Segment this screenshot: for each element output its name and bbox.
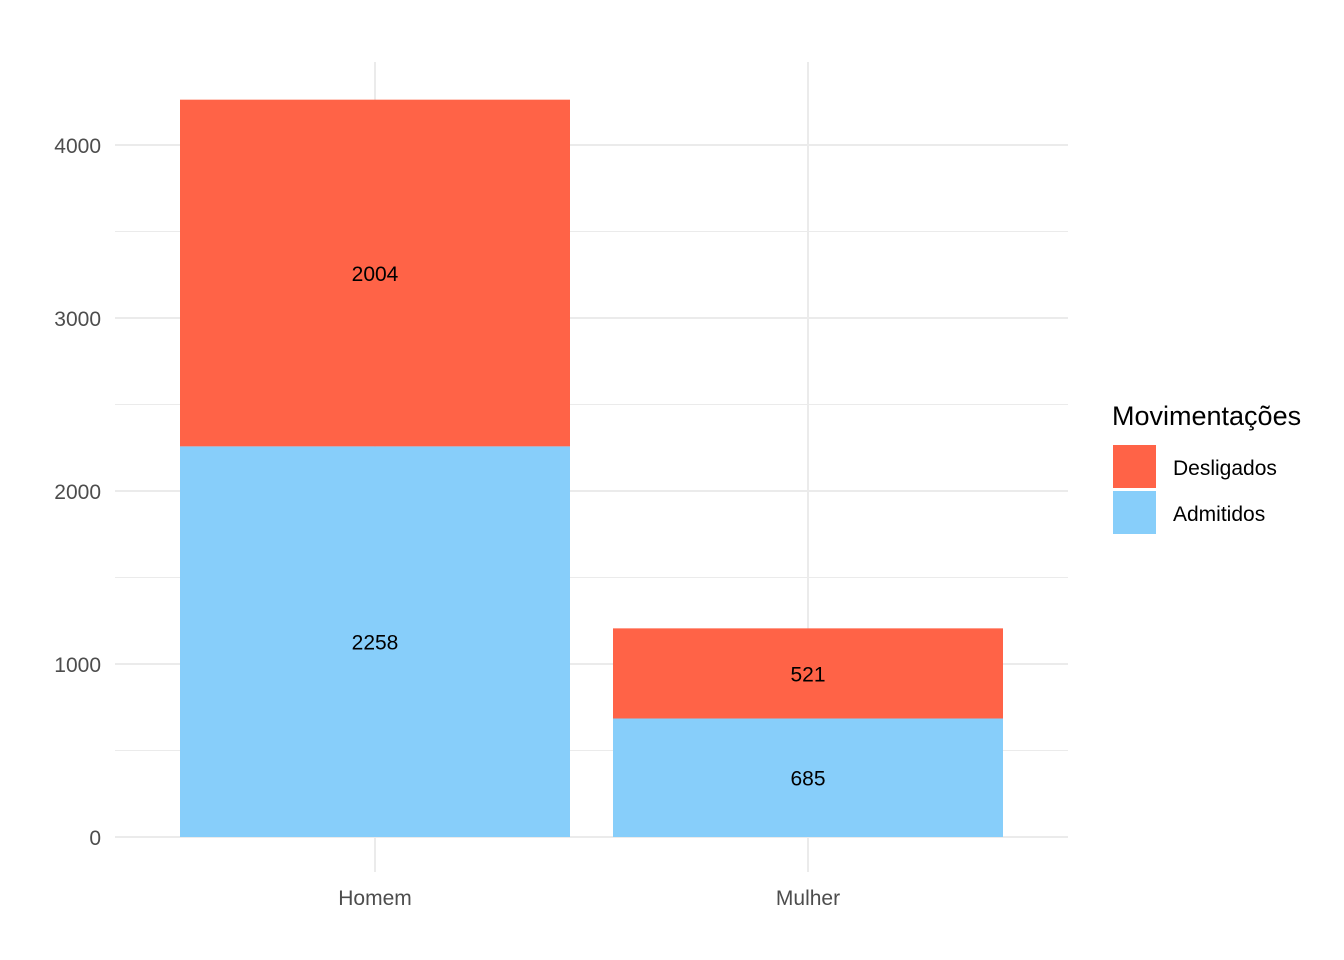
legend-label-admitidos: Admitidos [1173, 503, 1265, 526]
bar-mulher-desligados [613, 628, 1003, 719]
y-tick-label: 4000 [54, 135, 101, 158]
x-tick-label: Homem [338, 887, 412, 910]
legend-swatch-desligados [1113, 445, 1156, 488]
bar-labels: 2258 2004 685 521 [352, 263, 826, 791]
bar-mulher-admitidos [613, 718, 1003, 837]
y-tick-label: 0 [89, 827, 101, 850]
legend: Movimentações Desligados Admitidos [1112, 401, 1301, 534]
y-tick-label: 3000 [54, 308, 101, 331]
legend-swatch-admitidos [1113, 491, 1156, 534]
bar-value-label: 2258 [352, 632, 399, 655]
legend-label-desligados: Desligados [1173, 457, 1277, 480]
y-tick-label: 2000 [54, 481, 101, 504]
bar-value-label: 521 [790, 663, 825, 686]
bar-homem-desligados [180, 99, 570, 447]
legend-title: Movimentações [1112, 401, 1301, 431]
x-axis: Homem Mulher [338, 887, 840, 910]
y-axis: 0 1000 2000 3000 4000 [54, 135, 101, 850]
y-tick-label: 1000 [54, 654, 101, 677]
bar-value-label: 685 [790, 768, 825, 791]
bar-value-label: 2004 [352, 263, 399, 286]
bars [180, 99, 1003, 837]
bar-homem-admitidos [180, 446, 570, 837]
x-tick-label: Mulher [776, 887, 840, 910]
